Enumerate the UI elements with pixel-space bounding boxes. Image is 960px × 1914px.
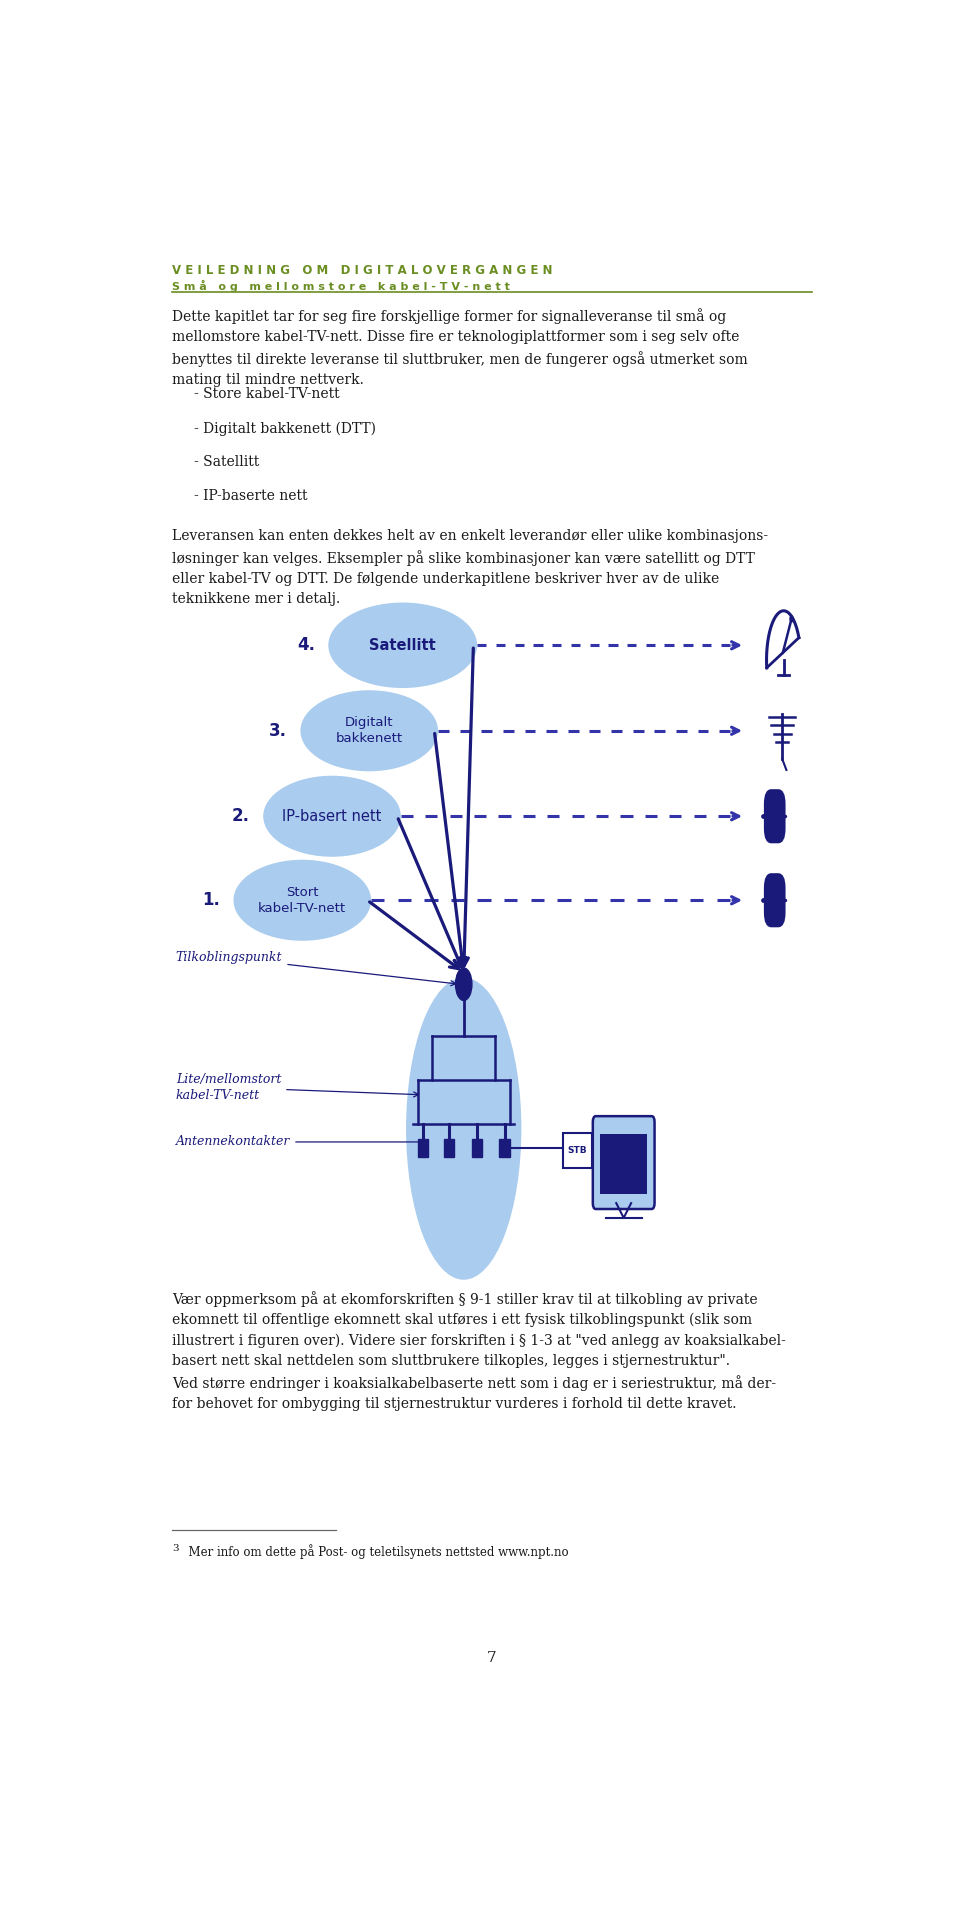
Text: Antennekontakter: Antennekontakter (176, 1135, 428, 1148)
Text: Satellitt: Satellitt (370, 637, 436, 653)
Text: - Store kabel-TV-nett: - Store kabel-TV-nett (194, 387, 340, 402)
Text: - Satellitt: - Satellitt (194, 456, 259, 469)
Text: IP-basert nett: IP-basert nett (282, 810, 382, 823)
Text: 3: 3 (172, 1545, 179, 1554)
Text: 7: 7 (487, 1652, 497, 1665)
Text: Dette kapitlet tar for seg fire forskjellige former for signalleveranse til små : Dette kapitlet tar for seg fire forskjel… (172, 308, 748, 387)
Text: 4.: 4. (297, 635, 315, 655)
Text: - IP-baserte nett: - IP-baserte nett (194, 490, 308, 503)
FancyBboxPatch shape (600, 1133, 647, 1194)
FancyBboxPatch shape (563, 1133, 592, 1168)
Circle shape (790, 616, 793, 622)
Text: Leveransen kan enten dekkes helt av en enkelt leverandør eller ulike kombinasjon: Leveransen kan enten dekkes helt av en e… (172, 528, 768, 607)
Text: Tilkoblingspunkt: Tilkoblingspunkt (176, 951, 456, 986)
Text: Vær oppmerksom på at ekomforskriften § 9-1 stiller krav til at tilkobling av pri: Vær oppmerksom på at ekomforskriften § 9… (172, 1290, 786, 1411)
Text: Lite/mellomstort
kabel-TV-nett: Lite/mellomstort kabel-TV-nett (176, 1074, 419, 1102)
Text: V E I L E D N I N G   O M   D I G I T A L O V E R G A N G E N: V E I L E D N I N G O M D I G I T A L O … (172, 264, 553, 278)
Text: S m å   o g   m e l l o m s t o r e   k a b e l - T V - n e t t: S m å o g m e l l o m s t o r e k a b e … (172, 279, 510, 291)
Text: - Digitalt bakkenett (DTT): - Digitalt bakkenett (DTT) (194, 421, 376, 436)
Text: 1.: 1. (203, 892, 220, 909)
Bar (418, 1139, 428, 1156)
Ellipse shape (233, 859, 372, 942)
FancyBboxPatch shape (764, 789, 785, 844)
Ellipse shape (328, 603, 477, 687)
Text: Mer info om dette på Post- og teletilsynets nettsted www.npt.no: Mer info om dette på Post- og teletilsyn… (181, 1545, 568, 1560)
Text: Stort
kabel-TV-nett: Stort kabel-TV-nett (258, 886, 347, 915)
Ellipse shape (406, 978, 521, 1280)
Text: 3.: 3. (269, 722, 287, 741)
Bar (499, 1139, 510, 1156)
Bar (472, 1139, 482, 1156)
FancyBboxPatch shape (593, 1116, 655, 1210)
Circle shape (456, 968, 472, 1001)
Text: Digitalt
bakkenett: Digitalt bakkenett (336, 716, 403, 745)
Ellipse shape (263, 775, 401, 857)
Ellipse shape (300, 691, 438, 771)
Bar (444, 1139, 454, 1156)
FancyBboxPatch shape (764, 873, 785, 926)
Text: STB: STB (567, 1146, 588, 1156)
Text: 2.: 2. (231, 808, 250, 825)
